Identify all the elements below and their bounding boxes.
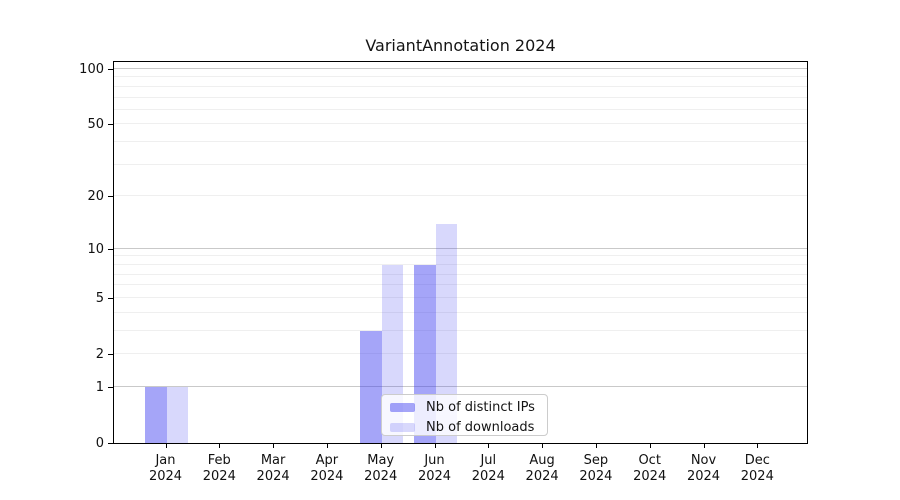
y-tick-mark-2 <box>108 354 113 355</box>
legend: Nb of distinct IPs Nb of downloads <box>381 394 548 436</box>
legend-swatch-distinct-ips-icon <box>390 402 415 412</box>
gridline-3 <box>114 329 807 331</box>
bar-downloads-jun <box>435 223 457 443</box>
y-tick-mark-10 <box>108 248 113 250</box>
legend-row-distinct-ips: Nb of distinct IPs <box>390 397 547 417</box>
x-tick-mark-apr <box>326 444 328 448</box>
x-tick-label-dec: Dec 2024 <box>740 453 774 484</box>
gridline-10 <box>114 247 807 249</box>
y-tick-label-100: 100 <box>79 62 104 77</box>
legend-swatch-downloads-icon <box>390 422 415 432</box>
x-tick-label-nov: Nov 2024 <box>686 453 721 484</box>
y-tick-mark-100 <box>108 69 113 70</box>
gridline-1 <box>114 385 807 387</box>
bar-distinct-ips-may <box>360 330 382 443</box>
y-tick-label-10: 10 <box>87 241 104 257</box>
x-tick-label-jun: Jun 2024 <box>417 453 452 484</box>
y-tick-mark-1 <box>108 386 113 388</box>
x-tick-mark-feb <box>219 444 221 448</box>
y-tick-label-50: 50 <box>87 117 104 133</box>
y-tick-label-20: 20 <box>87 189 104 205</box>
x-tick-label-jul: Jul 2024 <box>471 453 505 484</box>
gridline-4 <box>114 311 807 313</box>
gridlines-layer <box>114 62 807 443</box>
y-tick-label-2: 2 <box>95 347 104 362</box>
x-tick-mark-mar <box>273 444 275 448</box>
chart-title: VariantAnnotation 2024 <box>365 36 556 55</box>
gridline-100 <box>114 68 807 69</box>
x-tick-mark-dec <box>757 444 759 448</box>
x-tick-mark-jul <box>488 444 490 448</box>
gridline-40 <box>114 141 807 143</box>
x-tick-mark-oct <box>649 444 651 448</box>
x-tick-label-aug: Aug 2024 <box>525 453 559 484</box>
y-tick-label-1: 1 <box>95 379 104 395</box>
gridline-80 <box>114 85 807 87</box>
legend-row-downloads: Nb of downloads <box>390 417 547 437</box>
gridline-70 <box>114 96 807 98</box>
gridline-7 <box>114 273 807 275</box>
x-tick-mark-sep <box>595 444 597 448</box>
x-tick-mark-jun <box>434 444 436 448</box>
legend-label-downloads: Nb of downloads <box>426 419 535 435</box>
x-tick-mark-may <box>380 444 382 448</box>
gridline-90 <box>114 76 807 78</box>
gridline-9 <box>114 255 807 257</box>
gridline-5 <box>114 296 807 298</box>
x-tick-label-sep: Sep 2024 <box>579 453 613 484</box>
gridline-8 <box>114 263 807 265</box>
gridline-60 <box>114 108 807 110</box>
x-tick-label-oct: Oct 2024 <box>633 453 667 484</box>
gridline-50 <box>114 123 807 125</box>
x-tick-label-mar: Mar 2024 <box>256 453 290 484</box>
y-tick-mark-50 <box>108 124 113 126</box>
y-tick-mark-5 <box>108 297 113 299</box>
x-tick-label-may: May 2024 <box>364 453 398 484</box>
x-tick-label-feb: Feb 2024 <box>202 453 236 484</box>
y-tick-label-5: 5 <box>95 290 104 306</box>
gridline-20 <box>114 195 807 197</box>
x-tick-mark-jan <box>165 444 167 448</box>
y-tick-mark-0 <box>108 443 113 444</box>
bar-downloads-jan <box>166 386 188 443</box>
legend-label-distinct-ips: Nb of distinct IPs <box>426 399 535 415</box>
bars-layer <box>114 62 807 443</box>
bar-distinct-ips-jan <box>145 386 167 443</box>
x-tick-label-apr: Apr 2024 <box>310 453 344 484</box>
x-tick-label-jan: Jan 2024 <box>148 453 183 484</box>
gridline-6 <box>114 284 807 286</box>
x-tick-mark-aug <box>542 444 544 448</box>
y-tick-label-0: 0 <box>95 436 104 451</box>
gridline-2 <box>114 353 807 354</box>
y-tick-mark-20 <box>108 196 113 198</box>
gridline-30 <box>114 163 807 165</box>
x-tick-mark-nov <box>703 444 705 448</box>
plot-area: Nb of distinct IPs Nb of downloads <box>113 61 808 444</box>
